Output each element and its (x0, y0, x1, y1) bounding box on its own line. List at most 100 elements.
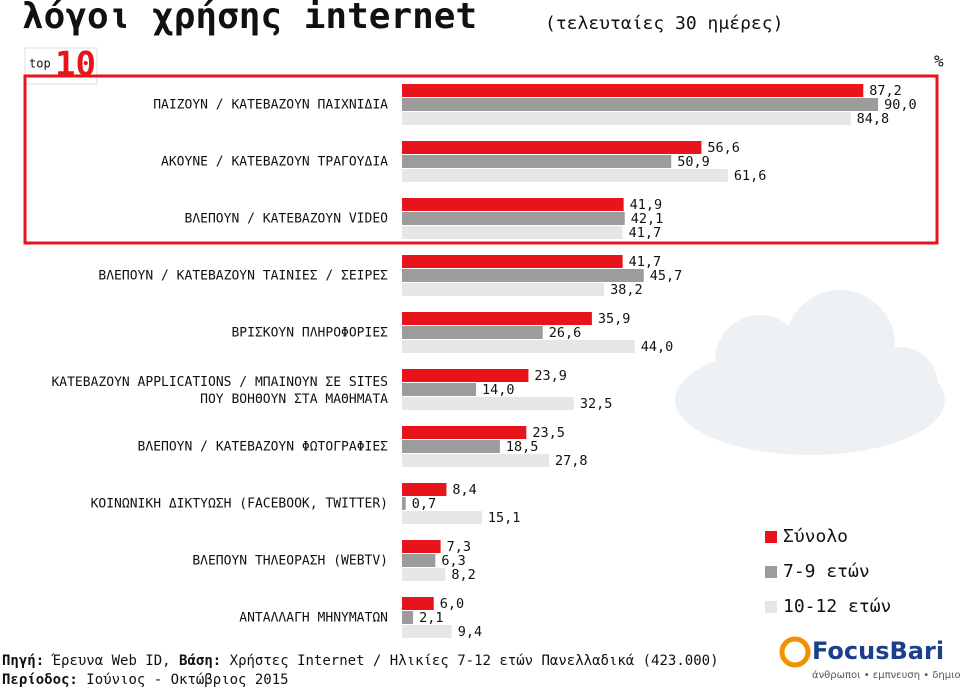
bar (402, 497, 406, 510)
base-text: Χρήστες Internet / Ηλικίες 7-12 ετών Παν… (230, 653, 719, 669)
value-label: 8,4 (452, 482, 476, 498)
bar (402, 397, 574, 410)
bar (402, 426, 527, 439)
value-label: 50,9 (677, 154, 710, 170)
category-label: ΠΑΙΖΟΥΝ / ΚΑΤΕΒΑΖΟΥΝ ΠΑΙΧΝΙΔΙΑ (153, 98, 388, 113)
bar (402, 169, 728, 182)
value-label: 61,6 (734, 168, 767, 184)
bar (402, 440, 500, 453)
source-key: Πηγή: (2, 653, 44, 669)
legend-swatch (765, 566, 777, 578)
value-label: 18,5 (506, 439, 539, 455)
period-key: Περίοδος: (2, 672, 78, 688)
value-label: 26,6 (549, 325, 582, 341)
source: Πηγή: Έρευνα Web ID, Βάση: Χρήστες Inter… (2, 653, 719, 688)
bar (402, 283, 605, 296)
value-label: 35,9 (598, 311, 631, 327)
value-label: 84,8 (857, 111, 890, 127)
chart-title: λόγοι χρήσης internet (22, 0, 477, 37)
value-label: 23,5 (532, 425, 565, 441)
bar (402, 269, 644, 282)
bar (402, 568, 446, 581)
value-label: 7,3 (447, 539, 471, 555)
bar (402, 369, 529, 382)
chart-subtitle: (τελευταίες 30 ημέρες) (545, 13, 783, 34)
bar (402, 155, 672, 168)
top10-logo: top 10 (24, 45, 98, 85)
category-label: ΒΛΕΠΟΥΝ / ΚΑΤΕΒΑΖΟΥΝ ΦΩΤΟΓΡΑΦΙΕΣ (138, 440, 389, 455)
category-label: ΚΑΤΕΒΑΖΟΥΝ APPLICATIONS / ΜΠΑΙΝΟΥΝ ΣΕ SI… (51, 375, 388, 407)
source-text: Έρευνα Web ID, (51, 653, 171, 669)
value-label: 14,0 (482, 382, 515, 398)
logo-text: top (29, 57, 51, 71)
value-label: 27,8 (555, 453, 588, 469)
value-label: 44,0 (641, 339, 674, 355)
bar (402, 326, 543, 339)
bar (402, 112, 851, 125)
category-label: ΒΛΕΠΟΥΝ / ΚΑΤΕΒΑΖΟΥΝ VIDEO (185, 212, 389, 227)
focusbari-logo: FocusBari άνθρωποι • εμπνευση • δημιουργ… (779, 636, 960, 681)
bar (402, 255, 623, 268)
category-label: ΒΡΙΣΚΟΥΝ ΠΛΗΡΟΦΟΡΙΕΣ (231, 326, 388, 341)
value-label: 41,9 (630, 197, 663, 213)
legend-label: Σύνολο (783, 526, 848, 547)
logo-text: 10 (55, 45, 96, 85)
legend-swatch (765, 531, 777, 543)
value-label: 38,2 (610, 282, 643, 298)
category-label: ΑΚΟΥΝΕ / ΚΑΤΕΒΑΖΟΥΝ ΤΡΑΓΟΥΔΙΑ (161, 155, 388, 170)
bar (402, 198, 624, 211)
legend-swatch (765, 601, 777, 613)
value-label: 0,7 (412, 496, 436, 512)
category-line: ΚΑΤΕΒΑΖΟΥΝ APPLICATIONS / ΜΠΑΙΝΟΥΝ ΣΕ SI… (51, 375, 388, 390)
bar (402, 312, 592, 325)
category-line: ΠΟΥ ΒΟΗΘΟΥΝ ΣΤΑ ΜΑΘΗΜΑΤΑ (200, 392, 388, 407)
value-label: 41,7 (629, 225, 662, 241)
bar (402, 483, 447, 496)
bar (402, 511, 482, 524)
legend-label: 7-9 ετών (783, 561, 870, 582)
unit-label: % (934, 52, 944, 71)
bar (402, 98, 879, 111)
value-label: 6,0 (440, 596, 464, 612)
bar (402, 340, 635, 353)
value-label: 15,1 (488, 510, 521, 526)
brand-tagline: άνθρωποι • εμπνευση • δημιουργία (812, 669, 960, 681)
bar (402, 212, 625, 225)
value-label: 41,7 (629, 254, 662, 270)
value-label: 56,6 (707, 140, 740, 156)
highlight-box (23, 74, 939, 245)
value-label: 23,9 (534, 368, 567, 384)
cloud-illustration (675, 290, 945, 455)
base-key: Βάση: (179, 653, 221, 669)
svg-text:Περίοδος: Ιούνιος - Οκτώβριος: Περίοδος: Ιούνιος - Οκτώβριος 2015 (2, 672, 289, 688)
bar (402, 611, 414, 624)
bar (402, 226, 623, 239)
category-label: ΑΝΤΑΛΛΑΓΗ ΜΗΝΥΜΑΤΩΝ (239, 611, 388, 626)
value-label: 2,1 (419, 610, 443, 626)
value-label: 32,5 (580, 396, 613, 412)
legend-label: 10-12 ετών (783, 596, 891, 617)
value-label: 45,7 (650, 268, 683, 284)
category-label: ΒΛΕΠΟΥΝ / ΚΑΤΕΒΑΖΟΥΝ ΤΑΙΝΙΕΣ / ΣΕΙΡΕΣ (98, 269, 388, 284)
category-label: ΒΛΕΠΟΥΝ ΤΗΛΕΟΡΑΣΗ (WEBTV) (192, 554, 388, 569)
bar (402, 597, 434, 610)
category-label: ΚΟΙΝΩΝΙΚΗ ΔΙΚΤΥΩΣΗ (FACEBOOK, TWITTER) (91, 497, 388, 512)
bar (402, 540, 441, 553)
value-label: 90,0 (884, 97, 917, 113)
value-label: 8,2 (451, 567, 475, 583)
bar (402, 383, 477, 396)
value-label: 87,2 (869, 83, 902, 99)
value-label: 9,4 (458, 624, 482, 640)
bar (402, 84, 864, 97)
value-label: 42,1 (631, 211, 664, 227)
bar (402, 554, 436, 567)
svg-text:Πηγή: Έρευνα Web ID, Βάση: Χρή: Πηγή: Έρευνα Web ID, Βάση: Χρήστες Inter… (2, 653, 719, 669)
bar (402, 454, 550, 467)
brand-name: FocusBari (812, 637, 944, 665)
value-label: 6,3 (441, 553, 465, 569)
bar (402, 141, 702, 154)
period-text: Ιούνιος - Οκτώβριος 2015 (86, 672, 288, 688)
bar (402, 625, 452, 638)
